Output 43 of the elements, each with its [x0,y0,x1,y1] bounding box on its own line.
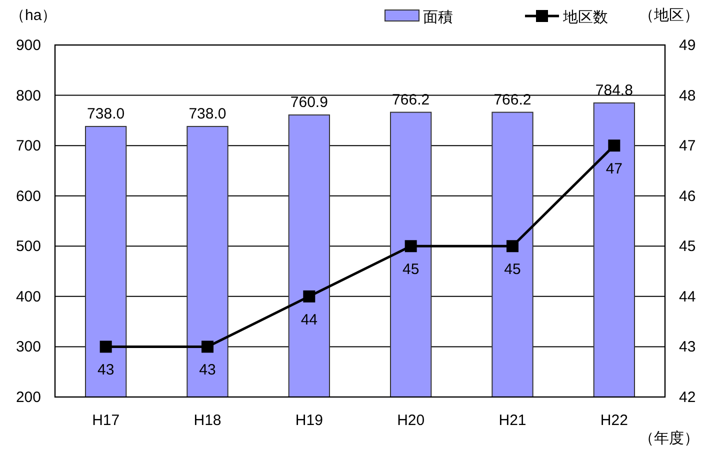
x-tick-label: H19 [295,412,323,429]
data-label: 43 [199,362,216,379]
y-axis-title: （ha） [10,7,57,24]
point [303,290,316,302]
y2-tick-label: 42 [679,389,696,406]
legend-label: 地区数 [562,9,608,26]
point [202,340,214,353]
x-tick-label: H20 [397,412,425,429]
y-tick-label: 400 [16,288,41,306]
y2-tick-label: 48 [679,87,696,104]
y-tick-label: 300 [16,338,41,356]
y-tick-label: 600 [16,188,41,205]
y2-tick-label: 46 [679,188,696,205]
data-label: 738.0 [87,105,125,122]
x-tick-label: H22 [600,412,628,429]
data-label: 45 [402,261,420,278]
y2-tick-label: 47 [679,138,696,155]
point [100,340,112,353]
y2-tick-label: 44 [679,288,696,306]
data-label: 784.8 [595,82,633,99]
point [404,240,417,252]
y2-tick-label: 45 [679,238,696,256]
point [506,240,518,252]
legend-label: 面積 [423,9,453,26]
y-tick-label: 200 [16,389,41,406]
y-tick-label: 800 [16,87,41,104]
y2-tick-label: 49 [679,37,696,54]
data-label: 760.9 [290,94,328,111]
y2-tick-label: 43 [679,338,696,356]
data-label: 738.0 [188,105,226,122]
data-label: 43 [97,362,114,379]
data-label: 47 [606,160,623,178]
y2-axis-title: （地区） [639,7,699,24]
x-axis-title: （年度） [639,430,699,447]
y-tick-label: 500 [16,238,41,256]
x-tick-label: H17 [92,412,120,429]
x-tick-label: H21 [498,412,526,429]
x-tick-label: H18 [194,412,222,429]
y-tick-label: 900 [16,37,41,54]
y-tick-label: 700 [16,138,41,155]
data-label: 44 [300,311,318,328]
data-label: 45 [504,261,521,278]
point [608,140,620,152]
